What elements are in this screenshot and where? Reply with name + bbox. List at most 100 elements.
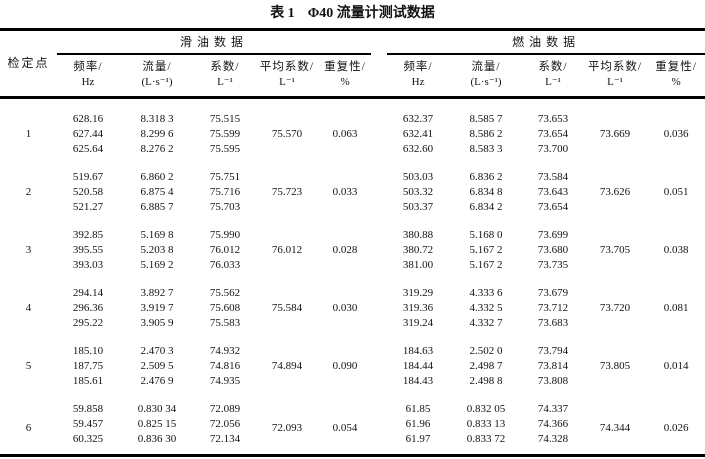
cell-fuel-coefficient: 73.653 (537, 113, 569, 125)
cell-lube-flow: 0.836 30 (137, 433, 177, 445)
cell-fuel-avg-coefficient: 74.344 (599, 421, 631, 434)
col-header-fuel-repeatability: 重复性/ % (647, 54, 705, 99)
cell-fuel-frequency: 632.37 (402, 113, 434, 125)
cell-lube-flow: 2.509 5 (140, 360, 174, 372)
cell-fuel-coefficient: 73.683 (537, 317, 569, 329)
cell-fuel-flow: 8.583 3 (469, 143, 503, 155)
cell-lube-flow: 2.476 9 (140, 375, 174, 387)
cell-fuel-coefficient: 73.735 (537, 259, 569, 271)
col-label: 系数/ (538, 61, 568, 73)
col-label: 平均系数/ (259, 61, 315, 73)
cell-fuel-frequency: 319.24 (402, 317, 434, 329)
cell-fuel-frequency: 381.00 (402, 259, 434, 271)
col-label: 系数/ (210, 61, 240, 73)
cell-point: 4 (25, 302, 32, 314)
cell-fuel-coefficient: 73.808 (537, 375, 569, 387)
cell-lube-coefficient: 74.935 (209, 375, 241, 387)
group-header-lube-oil: 滑油数据 (57, 29, 372, 55)
group-gap (0, 157, 705, 170)
col-header-lube-repeatability: 重复性/ % (319, 54, 372, 99)
cell-lube-coefficient: 74.816 (209, 360, 241, 372)
cell-lube-flow: 8.318 3 (140, 113, 174, 125)
col-label: 频率/ (403, 61, 433, 73)
group-header-fuel-oil: 燃油数据 (387, 29, 705, 55)
col-header-lube-avg-coefficient: 平均系数/ L⁻¹ (255, 54, 319, 99)
col-unit: (L·s⁻¹) (470, 76, 502, 88)
col-unit: L⁻¹ (545, 76, 561, 88)
cell-lube-flow: 6.885 7 (140, 201, 174, 213)
table-row: 60.325 0.836 30 72.134 61.97 0.833 72 74… (0, 432, 705, 456)
cell-lube-frequency: 59.457 (72, 418, 104, 430)
cell-fuel-repeatability: 0.014 (663, 360, 689, 372)
cell-lube-avg-coefficient: 75.570 (271, 128, 303, 140)
group-gap (0, 389, 705, 402)
table-row-group: 5 185.10 2.470 3 74.932 74.894 0.090 184… (0, 331, 705, 389)
cell-fuel-repeatability: 0.081 (663, 302, 689, 314)
group-gap (0, 331, 705, 344)
cell-fuel-coefficient: 73.654 (537, 201, 569, 213)
cell-point: 5 (25, 360, 32, 372)
col-header-fuel-frequency: 频率/ Hz (387, 54, 450, 99)
cell-lube-frequency: 392.85 (72, 229, 104, 241)
cell-fuel-frequency: 61.96 (405, 418, 431, 430)
col-label: 频率/ (73, 61, 103, 73)
cell-fuel-frequency: 503.03 (402, 171, 434, 183)
column-gap (371, 112, 387, 157)
cell-fuel-coefficient: 73.679 (537, 287, 569, 299)
cell-lube-coefficient: 74.932 (209, 345, 241, 357)
cell-lube-frequency: 185.10 (72, 345, 104, 357)
cell-lube-coefficient: 75.599 (209, 128, 241, 140)
cell-lube-coefficient: 72.056 (209, 418, 241, 430)
cell-lube-flow: 0.825 15 (137, 418, 177, 430)
cell-lube-flow: 0.830 34 (137, 403, 177, 415)
cell-lube-repeatability: 0.054 (332, 421, 358, 434)
cell-fuel-coefficient: 73.584 (537, 171, 569, 183)
cell-lube-flow: 5.203 8 (140, 244, 174, 256)
cell-lube-flow: 6.875 4 (140, 186, 174, 198)
cell-fuel-frequency: 61.97 (405, 433, 431, 445)
col-label: 重复性/ (655, 61, 697, 73)
cell-fuel-frequency: 632.41 (402, 128, 434, 140)
cell-lube-coefficient: 75.608 (209, 302, 241, 314)
table-row: 4 294.14 3.892 7 75.562 75.584 0.030 319… (0, 286, 705, 314)
group-divider-gap (371, 30, 387, 55)
column-gap (371, 344, 387, 389)
cell-fuel-frequency: 184.44 (402, 360, 434, 372)
cell-fuel-frequency: 319.29 (402, 287, 434, 299)
cell-fuel-coefficient: 74.366 (537, 418, 569, 430)
cell-lube-coefficient: 75.515 (209, 113, 241, 125)
cell-fuel-repeatability: 0.051 (663, 186, 689, 198)
table-row-group: 1 628.16 8.318 3 75.515 75.570 0.063 632… (0, 98, 705, 158)
cell-lube-frequency: 627.44 (72, 128, 104, 140)
table-title-text: Φ40 流量计测试数据 (307, 6, 435, 21)
group-gap (0, 215, 705, 228)
col-label: 重复性/ (324, 61, 366, 73)
cell-fuel-flow: 2.498 7 (469, 360, 503, 372)
cell-lube-repeatability: 0.028 (332, 244, 358, 256)
col-header-lube-frequency: 频率/ Hz (57, 54, 119, 99)
cell-point: 2 (25, 186, 32, 198)
cell-lube-flow: 5.169 2 (140, 259, 174, 271)
cell-lube-frequency: 185.61 (72, 375, 104, 387)
col-header-fuel-coefficient: 系数/ L⁻¹ (523, 54, 584, 99)
cell-lube-coefficient: 76.012 (209, 244, 241, 256)
column-gap (371, 286, 387, 331)
table-row-group: 6 59.858 0.830 34 72.089 72.093 0.054 61… (0, 389, 705, 456)
cell-lube-avg-coefficient: 75.584 (271, 302, 303, 314)
cell-point: 6 (25, 421, 32, 434)
cell-lube-repeatability: 0.090 (332, 360, 358, 372)
cell-fuel-flow: 4.333 6 (469, 287, 503, 299)
cell-lube-coefficient: 75.562 (209, 287, 241, 299)
cell-lube-frequency: 296.36 (72, 302, 104, 314)
cell-fuel-flow: 5.168 0 (469, 229, 503, 241)
cell-fuel-avg-coefficient: 73.705 (599, 244, 631, 256)
col-header-lube-flow: 流量/ (L·s⁻¹) (119, 54, 195, 99)
table-row: 6 59.858 0.830 34 72.089 72.093 0.054 61… (0, 402, 705, 434)
group-gap (0, 98, 705, 113)
cell-lube-coefficient: 75.595 (209, 143, 241, 155)
cell-fuel-frequency: 184.43 (402, 375, 434, 387)
cell-fuel-frequency: 184.63 (402, 345, 434, 357)
cell-lube-flow: 5.169 8 (140, 229, 174, 241)
cell-fuel-frequency: 380.88 (402, 229, 434, 241)
group-gap-cell (0, 98, 705, 113)
